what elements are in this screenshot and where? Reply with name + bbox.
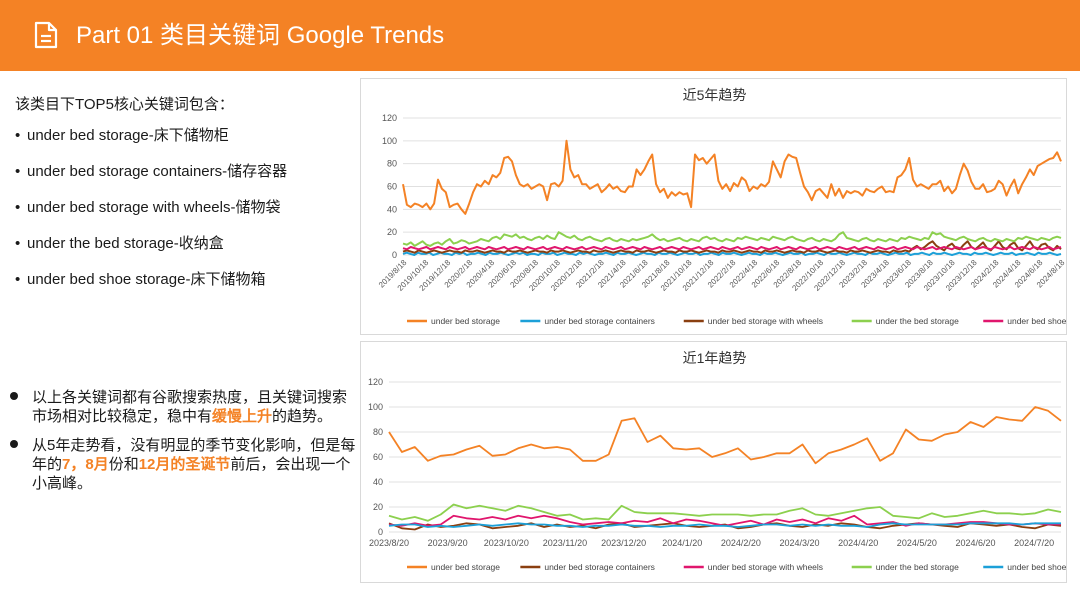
x-tick-label: 2023/9/20 bbox=[428, 538, 468, 548]
note-text: 以上各关键词都有谷歌搜索热度，且关键词搜索市场相对比较稳定，稳中有 bbox=[32, 389, 348, 425]
chart-panel-1-year: 近1年趋势 0 20 40 60 80 100 120 2023/8/20 2023/9/20 20… bbox=[360, 341, 1068, 583]
legend-label: under bed storage with wheels bbox=[708, 562, 823, 572]
y-tick-label: 120 bbox=[382, 113, 397, 123]
keyword-item: • under bed storage containers-储存容器 bbox=[15, 163, 288, 180]
legend-label: under bed shoe storage bbox=[1007, 316, 1068, 326]
legend-label: under the bed storage bbox=[876, 316, 959, 326]
series-line-under-the-bed-storage bbox=[402, 231, 1062, 247]
header-bar: Part 01 类目关键词 Google Trends bbox=[0, 0, 1080, 71]
note-highlight: 7，8月 bbox=[62, 456, 109, 473]
y-tick-label: 120 bbox=[368, 377, 383, 387]
x-tick-label: 2023/11/20 bbox=[543, 538, 587, 548]
bullet-dot bbox=[10, 392, 18, 400]
keyword-label: under bed storage-床下储物柜 bbox=[27, 127, 229, 144]
bullet-dot bbox=[10, 440, 18, 448]
y-tick-label: 60 bbox=[373, 452, 383, 462]
x-tick-label: 2024/4/20 bbox=[838, 538, 878, 548]
y-tick-label: 20 bbox=[387, 227, 397, 237]
legend-label: under bed storage containers bbox=[544, 562, 655, 572]
legend-label: under bed storage containers bbox=[544, 316, 655, 326]
legend-label: under bed storage bbox=[431, 562, 500, 572]
series-line-under-bed-storage bbox=[402, 139, 1062, 215]
intro-text: 该类目下TOP5核心关键词包含： bbox=[15, 96, 234, 113]
legend-label: under bed shoe storage bbox=[1007, 562, 1068, 572]
chart-panel-5-year: 近5年趋势 0 20 40 60 80 100 120 2019/8/18 2019/10/18 2… bbox=[360, 78, 1068, 335]
x-tick-label: 2023/12/20 bbox=[601, 538, 646, 548]
note-item: 以上各关键词都有谷歌搜索热度，且关键词搜索市场相对比较稳定，稳中有缓慢上升的趋势… bbox=[8, 388, 358, 426]
y-tick-label: 20 bbox=[373, 502, 383, 512]
y-tick-label: 100 bbox=[368, 402, 383, 412]
series-line-under-bed-storage-containers bbox=[402, 251, 1062, 256]
series-line-under-bed-shoe-storage bbox=[402, 246, 1062, 251]
y-tick-label: 0 bbox=[378, 527, 383, 537]
note-highlight: 12月的圣诞节 bbox=[138, 456, 231, 473]
keyword-item: • under bed storage-床下储物柜 bbox=[15, 127, 229, 144]
note-text: 前后，会出现一个小高峰。 bbox=[32, 456, 351, 492]
note-item: 从5年走势看，没有明显的季节变化影响，但是每年的7，8月份和12月的圣诞节前后，… bbox=[8, 436, 358, 493]
note-text: 份和 bbox=[108, 456, 139, 473]
y-tick-label: 40 bbox=[373, 477, 383, 487]
series-line-under-bed-shoe-storage bbox=[388, 522, 1061, 528]
keyword-item: • under the bed storage-收纳盒 bbox=[15, 235, 224, 252]
document-icon bbox=[34, 21, 58, 49]
note-text: 的趋势。 bbox=[272, 408, 333, 425]
series-line-under-bed-storage bbox=[388, 406, 1062, 465]
y-tick-label: 0 bbox=[392, 250, 397, 260]
legend-label: under bed storage with wheels bbox=[708, 316, 823, 326]
keyword-label: under the bed storage-收纳盒 bbox=[27, 235, 224, 252]
y-tick-label: 80 bbox=[387, 159, 397, 169]
keyword-label: under bed storage with wheels-储物袋 bbox=[27, 199, 281, 216]
chart-5-year: 近5年趋势0204060801001202019/8/182019/10/182… bbox=[377, 87, 1068, 326]
x-tick-label: 2024/3/20 bbox=[780, 538, 820, 548]
y-tick-label: 80 bbox=[373, 427, 383, 437]
chart-title: 近1年趋势 bbox=[683, 350, 747, 366]
keyword-list: • under bed storage-床下储物柜 • under bed stor… bbox=[15, 126, 287, 306]
keyword-item: • under bed storage with wheels-储物袋 bbox=[15, 199, 281, 216]
chart-1-year: 近1年趋势 0 20 40 60 80 100 120 2023/8/20 2023/9/20 20… bbox=[368, 350, 1068, 572]
keyword-label: under bed shoe storage-床下储物箱 bbox=[27, 271, 266, 288]
series-line-under-the-bed-storage bbox=[388, 503, 1062, 522]
chart-title: 近5年趋势 bbox=[683, 87, 747, 103]
legend-label: under the bed storage bbox=[876, 562, 959, 572]
x-tick-label: 2023/10/20 bbox=[484, 538, 529, 548]
legend-label: under bed storage bbox=[431, 316, 500, 326]
note-highlight: 缓慢上升 bbox=[212, 408, 273, 425]
notes-list: 以上各关键词都有谷歌搜索热度，且关键词搜索市场相对比较稳定，稳中有缓慢上升的趋势… bbox=[8, 388, 358, 503]
keyword-item: • under bed shoe storage-床下储物箱 bbox=[15, 271, 266, 288]
x-tick-label: 2023/8/20 bbox=[369, 538, 409, 548]
x-tick-label: 2024/5/20 bbox=[897, 538, 937, 548]
y-tick-label: 60 bbox=[387, 182, 397, 192]
note-text: 从5年走势看，没有明显的季节变化影响，但是每年的 bbox=[32, 437, 356, 473]
series-line-under-bed-storage-containers bbox=[388, 522, 1062, 531]
x-tick-label: 2024/7/20 bbox=[1014, 538, 1054, 548]
keyword-label: under bed storage containers-储存容器 bbox=[27, 163, 288, 180]
y-tick-label: 100 bbox=[382, 136, 397, 146]
x-tick-label: 2024/1/20 bbox=[662, 538, 702, 548]
series-line-under-bed-storage-with-wheels bbox=[402, 240, 1062, 254]
x-tick-label: 2024/6/20 bbox=[955, 538, 995, 548]
x-tick-label: 2024/2/20 bbox=[721, 538, 761, 548]
y-tick-label: 40 bbox=[387, 204, 397, 214]
page-title: Part 01 类目关键词 Google Trends bbox=[76, 22, 445, 49]
